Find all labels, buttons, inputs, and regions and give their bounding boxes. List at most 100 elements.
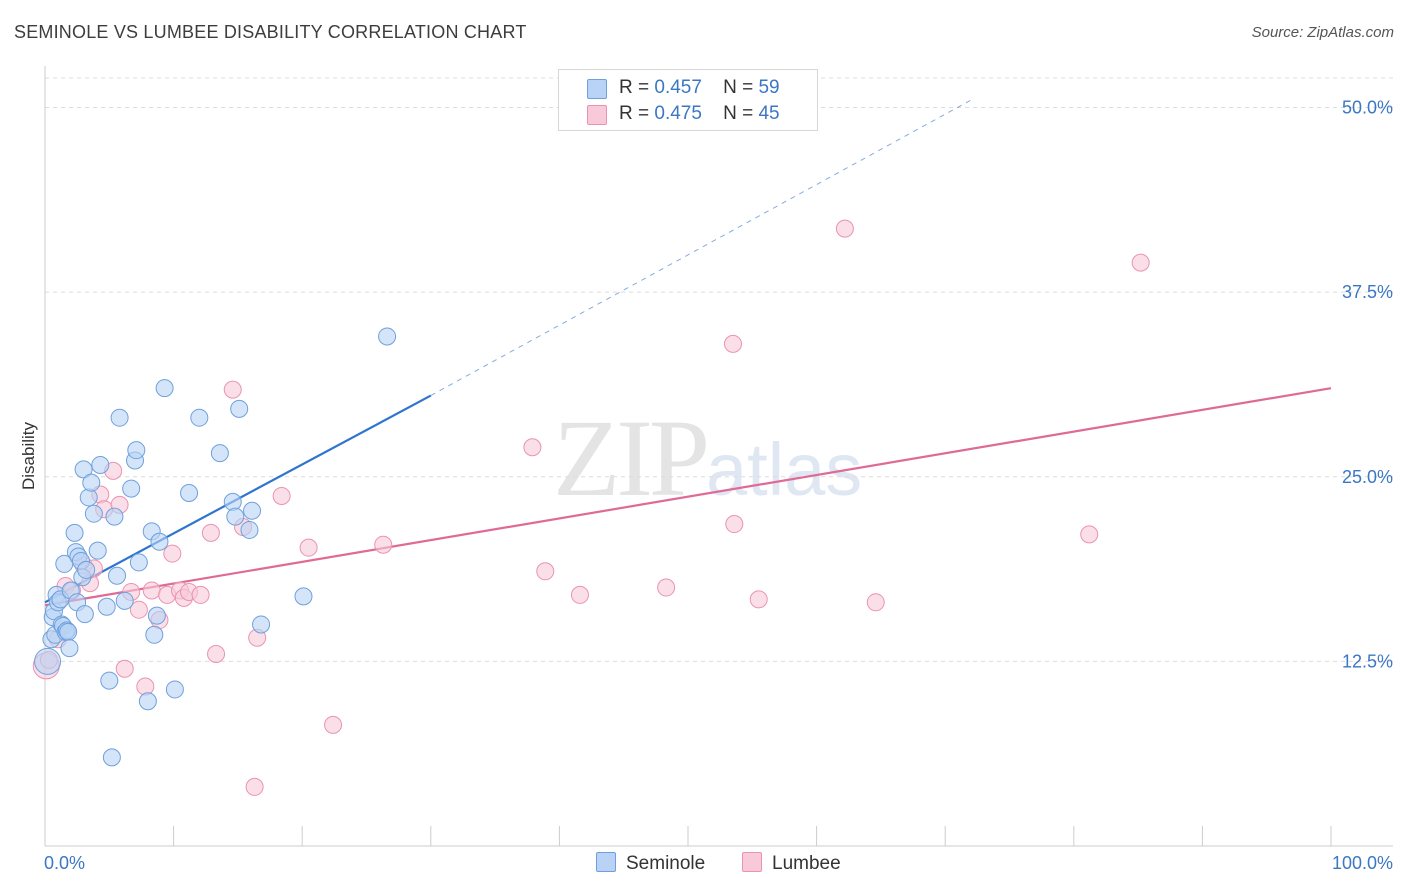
legend-n-value: 59 [758, 77, 780, 98]
seminole-swatch [587, 79, 607, 99]
lumbee-point [657, 578, 676, 597]
seminole-point [378, 327, 397, 346]
seminole-point [97, 597, 116, 616]
seminole-point [100, 671, 119, 690]
lumbee-point [201, 523, 220, 542]
lumbee-point [272, 486, 291, 505]
seminole-point [252, 615, 271, 634]
lumbee-point [866, 593, 885, 612]
seminole-point [77, 560, 96, 579]
lumbee-point [129, 600, 148, 619]
legend-n-label: N = [723, 103, 754, 124]
lumbee-point [523, 438, 542, 457]
seminole-point [155, 379, 174, 398]
lumbee-point [725, 515, 744, 534]
watermark-zip: ZIP [553, 397, 710, 519]
watermark-atlas: atlas [706, 428, 863, 511]
legend-r-label: R = [619, 103, 650, 124]
seminole-point [84, 504, 103, 523]
lumbee-point [536, 562, 555, 581]
legend-r-value: 0.475 [654, 103, 702, 124]
seminole-point [91, 455, 110, 474]
lumbee-point [299, 538, 318, 557]
watermark: ZIPatlas [553, 395, 862, 522]
seminole-point [138, 692, 157, 711]
seminole-point [145, 625, 164, 644]
lumbee-swatch [587, 105, 607, 125]
seminole-point [150, 532, 169, 551]
lumbee-legend-label: Lumbee [772, 853, 841, 874]
lumbee-point [207, 645, 226, 663]
source-label: Source: [1251, 24, 1304, 41]
lumbee-point [115, 659, 134, 678]
legend-r-value: 0.457 [654, 77, 702, 98]
bottom-legend-seminole: Seminole [596, 852, 705, 875]
seminole-point [59, 622, 78, 641]
lumbee-point [570, 585, 589, 604]
legend-r-label: R = [619, 77, 650, 98]
legend-n-label: N = [723, 77, 754, 98]
seminole-point [34, 647, 62, 675]
y-tick-label: 37.5% [1342, 282, 1393, 302]
y-axis-label: Disability [19, 421, 38, 490]
seminole-point [115, 591, 134, 610]
seminole-point [60, 639, 79, 658]
correlation-legend: R = 0.457 N = 59 R = 0.475 N = 45 [558, 69, 818, 131]
seminole-point [108, 566, 127, 585]
y-tick-label: 12.5% [1342, 651, 1393, 671]
seminole-point [180, 484, 199, 503]
seminole-point [165, 680, 184, 699]
chart-title: SEMINOLE VS LUMBEE DISABILITY CORRELATIO… [14, 22, 527, 42]
y-tick-label: 25.0% [1342, 467, 1393, 487]
lumbee-legend-swatch [742, 852, 762, 872]
seminole-point [105, 507, 124, 526]
seminole-point [294, 587, 313, 606]
lumbee-point [245, 777, 264, 796]
lumbee-point [1080, 525, 1099, 544]
lumbee-point [163, 544, 182, 563]
source-value: ZipAtlas.com [1307, 24, 1394, 41]
bottom-legend-lumbee: Lumbee [742, 852, 841, 875]
seminole-point [110, 408, 129, 427]
seminole-trend-extension [430, 99, 972, 396]
source-credit: Source: ZipAtlas.com [1252, 24, 1394, 41]
axes [44, 66, 1393, 847]
data-points [32, 219, 1150, 796]
x-tick-label: 0.0% [44, 853, 85, 873]
lumbee-point [374, 535, 393, 554]
seminole-point [210, 444, 229, 463]
seminole-point [75, 605, 94, 624]
seminole-point [243, 501, 262, 520]
seminole-point [240, 520, 259, 539]
seminole-point [129, 553, 148, 572]
tick-labels: 12.5% 25.0% 37.5% 50.0% 0.0% 100.0% [44, 98, 1393, 873]
seminole-point [127, 441, 146, 460]
lumbee-point [191, 585, 210, 604]
seminole-point [226, 507, 245, 526]
seminole-point [122, 479, 141, 498]
lumbee-point [835, 219, 854, 238]
lumbee-trend-line [44, 387, 1332, 607]
seminole-point [230, 399, 249, 418]
lumbee-point [724, 334, 743, 353]
seminole-point [147, 606, 166, 625]
seminole-point [102, 748, 121, 767]
seminole-legend-label: Seminole [626, 853, 706, 874]
seminole-point [190, 408, 209, 427]
seminole-point [79, 488, 98, 507]
lumbee-point [324, 715, 343, 734]
gridlines [45, 77, 1393, 662]
seminole-point [88, 541, 107, 560]
seminole-point [65, 523, 84, 542]
seminole-legend-swatch [596, 852, 616, 872]
lumbee-point [142, 581, 161, 600]
legend-n-value: 45 [758, 103, 780, 124]
y-tick-label: 50.0% [1342, 98, 1393, 118]
lumbee-point [749, 590, 768, 609]
lumbee-point [1131, 253, 1150, 272]
lumbee-point [223, 380, 242, 399]
seminole-point [82, 473, 101, 492]
lumbee-point [136, 677, 155, 696]
seminole-point [74, 460, 93, 479]
